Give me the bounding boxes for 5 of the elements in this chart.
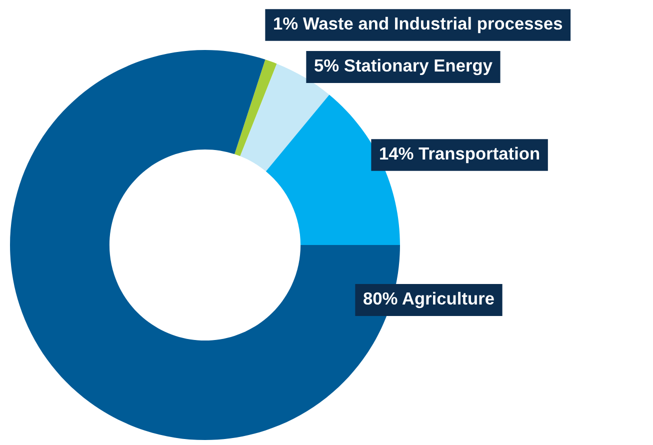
donut-slice <box>234 60 277 156</box>
slice-label: 14% Transportation <box>380 146 540 164</box>
slice-label: 5% Stationary Energy <box>314 58 492 76</box>
slice-label: 1% Waste and Industrial processes <box>274 16 562 34</box>
slice-label: 80% Agriculture <box>364 292 494 308</box>
